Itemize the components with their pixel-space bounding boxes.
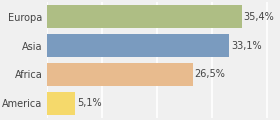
Text: 26,5%: 26,5% bbox=[195, 69, 226, 79]
Bar bbox=[46, 92, 74, 115]
Text: 5,1%: 5,1% bbox=[77, 98, 101, 108]
Bar bbox=[46, 5, 242, 28]
Bar bbox=[46, 34, 229, 57]
Text: 35,4%: 35,4% bbox=[244, 12, 274, 22]
Text: 33,1%: 33,1% bbox=[231, 41, 262, 51]
Bar bbox=[46, 63, 193, 86]
